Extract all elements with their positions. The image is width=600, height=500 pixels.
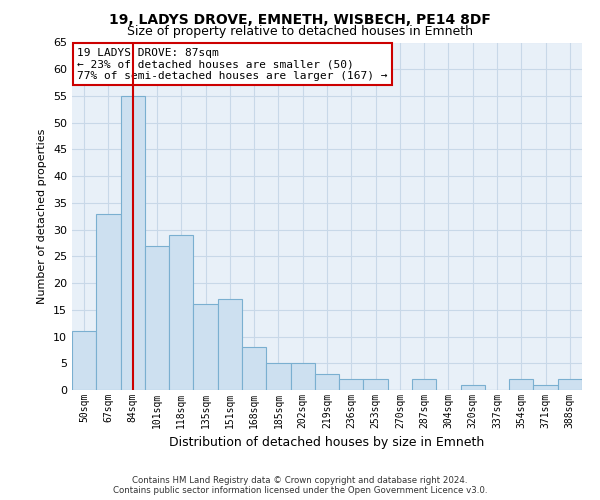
Text: 19 LADYS DROVE: 87sqm
← 23% of detached houses are smaller (50)
77% of semi-deta: 19 LADYS DROVE: 87sqm ← 23% of detached …: [77, 48, 388, 81]
Bar: [412, 380, 436, 390]
Bar: [218, 299, 242, 390]
Bar: [461, 384, 485, 390]
Bar: [509, 380, 533, 390]
Bar: [533, 384, 558, 390]
Bar: [121, 96, 145, 390]
Bar: [290, 364, 315, 390]
Bar: [315, 374, 339, 390]
Bar: [193, 304, 218, 390]
Bar: [558, 380, 582, 390]
Text: Size of property relative to detached houses in Emneth: Size of property relative to detached ho…: [127, 25, 473, 38]
Bar: [145, 246, 169, 390]
Bar: [72, 331, 96, 390]
Text: Contains HM Land Registry data © Crown copyright and database right 2024.
Contai: Contains HM Land Registry data © Crown c…: [113, 476, 487, 495]
Bar: [364, 380, 388, 390]
Y-axis label: Number of detached properties: Number of detached properties: [37, 128, 47, 304]
Text: 19, LADYS DROVE, EMNETH, WISBECH, PE14 8DF: 19, LADYS DROVE, EMNETH, WISBECH, PE14 8…: [109, 12, 491, 26]
Bar: [266, 364, 290, 390]
Bar: [96, 214, 121, 390]
Bar: [242, 347, 266, 390]
Bar: [169, 235, 193, 390]
Bar: [339, 380, 364, 390]
X-axis label: Distribution of detached houses by size in Emneth: Distribution of detached houses by size …: [169, 436, 485, 450]
